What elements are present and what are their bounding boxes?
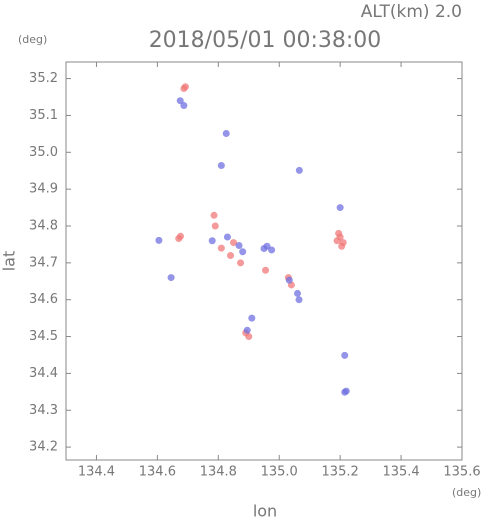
y-tick-label: 34.5	[29, 329, 58, 344]
x-tick-label: 134.8	[200, 465, 237, 480]
radar-echo	[176, 97, 184, 105]
radar-echo	[342, 387, 350, 395]
radar-echo	[262, 266, 270, 274]
x-tick-label: 135.6	[443, 465, 480, 480]
radar-echo	[180, 101, 188, 109]
radar-echo	[245, 333, 253, 341]
x-tick-label: 135.0	[261, 465, 298, 480]
y-tick-label: 34.3	[29, 403, 58, 418]
radar-echo	[338, 242, 346, 250]
plot-frame	[65, 61, 463, 461]
radar-echo	[243, 326, 251, 334]
x-tick-label: 135.4	[382, 465, 419, 480]
y-tick-label: 34.9	[29, 182, 58, 197]
radar-echo	[295, 166, 303, 174]
radar-echo	[177, 232, 185, 240]
chart-subtitle: ALT(km) 2.0	[361, 2, 462, 22]
x-tick-label: 134.6	[139, 465, 176, 480]
radar-echo	[335, 229, 343, 237]
radar-echo	[336, 204, 344, 212]
y-tick-label: 34.7	[29, 255, 58, 270]
radar-echo	[167, 274, 175, 282]
radar-echo	[217, 162, 225, 170]
y-tick-label: 34.4	[29, 366, 58, 381]
radar-echo	[294, 289, 302, 297]
radar-echo	[181, 83, 189, 91]
y-tick-label: 35.2	[29, 71, 58, 86]
x-tick-label: 134.4	[78, 465, 115, 480]
chart-title: 2018/05/01 00:38:00	[149, 28, 382, 53]
radar-echo	[208, 237, 216, 245]
radar-echo	[237, 259, 245, 267]
y-unit: (deg)	[18, 33, 47, 46]
y-tick-label: 35.0	[29, 145, 58, 160]
radar-echo	[268, 246, 276, 254]
radar-echo	[248, 314, 256, 322]
radar-echo	[226, 251, 234, 259]
radar-echo	[155, 236, 163, 244]
radar-echo	[217, 244, 225, 252]
radar-echo	[295, 296, 303, 304]
radar-echo	[223, 233, 231, 241]
y-tick-label: 35.1	[29, 108, 58, 123]
radar-echo	[285, 276, 293, 284]
radar-echo	[230, 239, 238, 247]
radar-echo	[239, 248, 247, 256]
radar-echo	[222, 129, 230, 137]
x-axis-label: lon	[253, 502, 277, 521]
y-tick-label: 34.2	[29, 440, 58, 455]
radar-echo	[235, 242, 243, 250]
x-tick-label: 135.2	[322, 465, 359, 480]
y-tick-label: 34.8	[29, 218, 58, 233]
radar-echo	[211, 222, 219, 230]
y-tick-label: 34.6	[29, 292, 58, 307]
y-axis-label: lat	[0, 251, 19, 272]
x-unit: (deg)	[452, 486, 481, 499]
radar-echo	[210, 211, 218, 219]
radar-echo	[341, 351, 349, 359]
